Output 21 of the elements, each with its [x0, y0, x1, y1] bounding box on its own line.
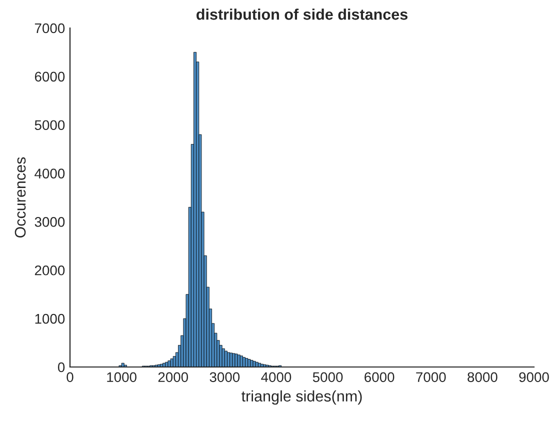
y-tick-label: 7000 — [34, 23, 65, 34]
y-tick-label: 1000 — [35, 314, 65, 324]
x-tick-label: 0 — [66, 372, 74, 382]
y-tick-label: 3000 — [34, 217, 65, 227]
x-tick-label: 6000 — [364, 372, 394, 382]
y-tick-label: 5000 — [34, 120, 65, 130]
x-tick-label: 1000 — [107, 372, 136, 382]
x-tick-label: 7000 — [416, 372, 446, 382]
x-tick-label: 3000 — [210, 372, 240, 382]
x-tick-label: 5000 — [312, 372, 343, 382]
y-tick-label: 0 — [58, 362, 65, 372]
y-axis-title: Occurences — [14, 157, 26, 238]
x-tick-label: 4000 — [261, 372, 292, 382]
x-tick-label: 9000 — [519, 372, 549, 382]
x-tick-label: 8000 — [468, 372, 498, 382]
y-tick-label: 2000 — [34, 265, 65, 276]
chart-title: distribution of side distances — [196, 8, 408, 20]
x-tick-label: 2000 — [158, 372, 188, 382]
y-tick-label: 4000 — [34, 168, 65, 178]
x-axis-title: triangle sides(nm) — [242, 390, 362, 405]
y-tick-label: 6000 — [34, 72, 65, 82]
